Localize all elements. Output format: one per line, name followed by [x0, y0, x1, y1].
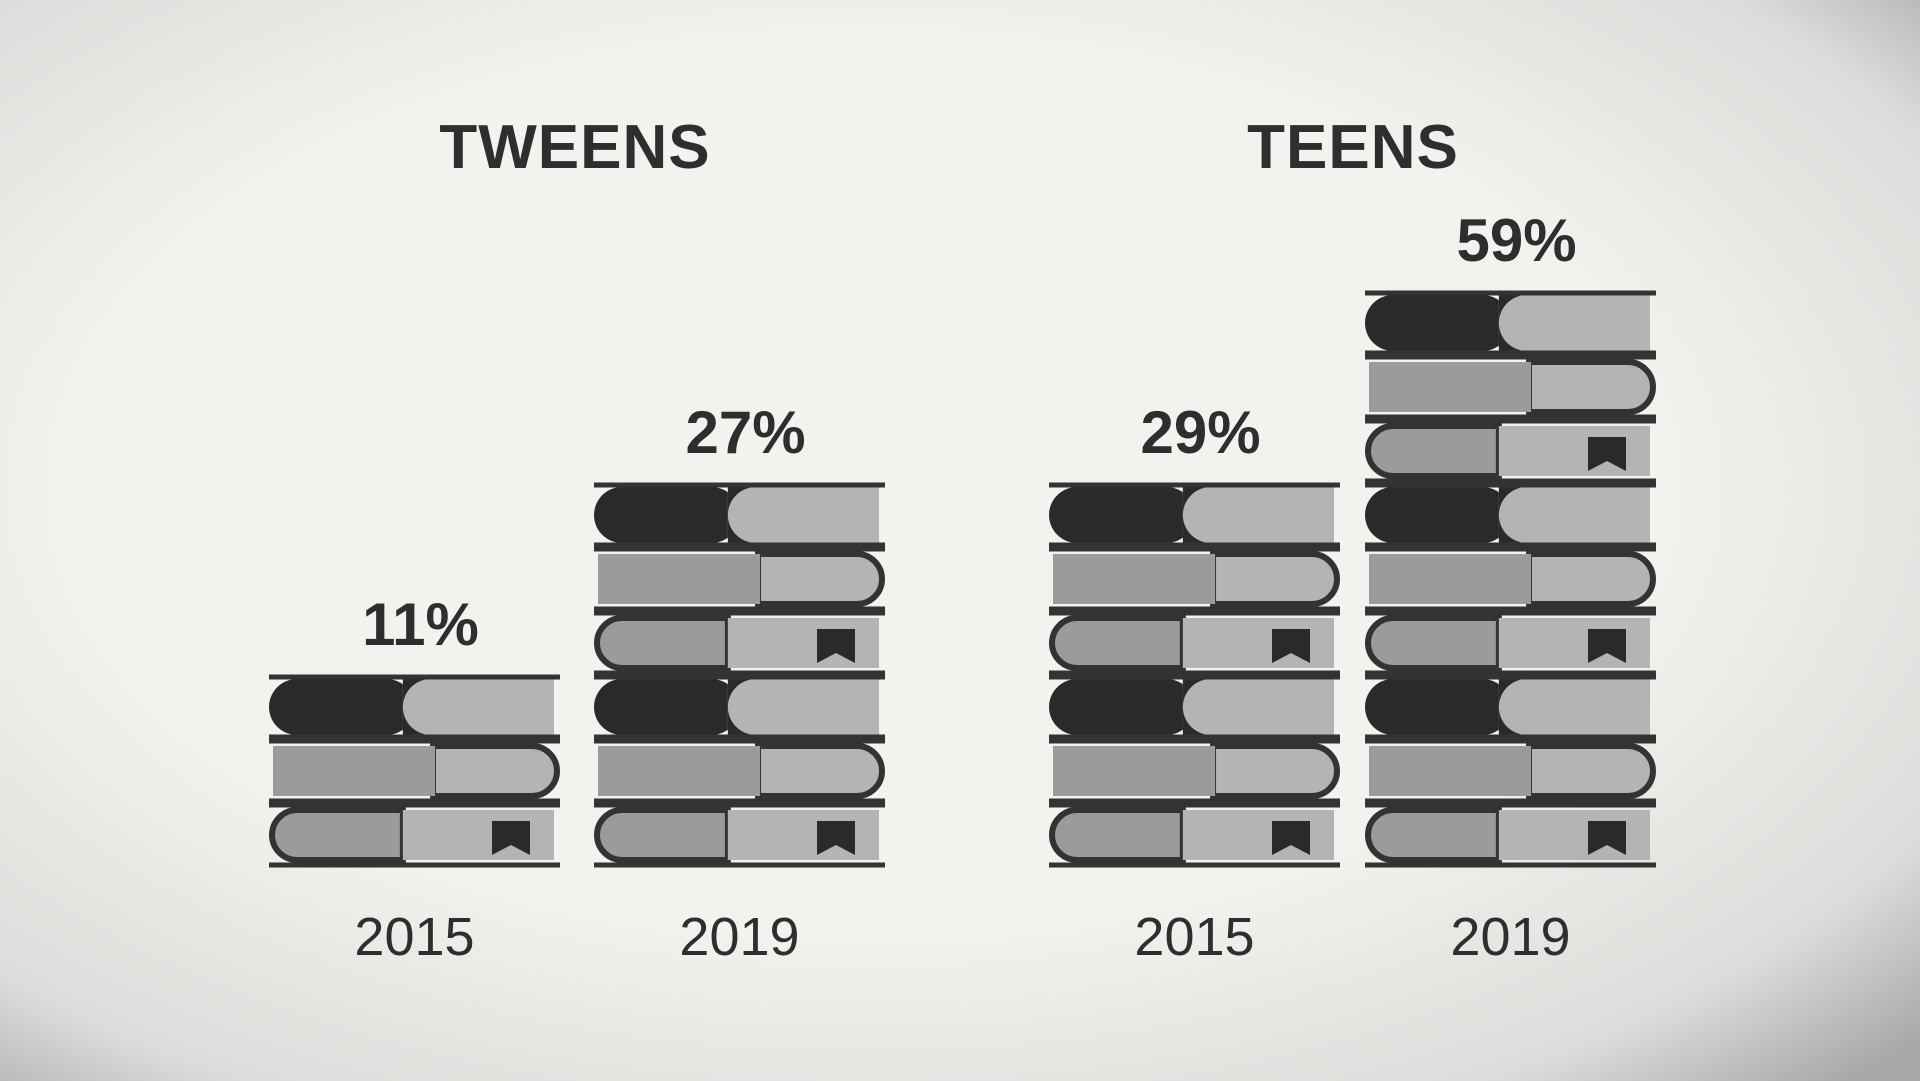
- book-cover: [1498, 426, 1650, 476]
- book-page-curve: [1498, 487, 1650, 543]
- book-stack: [1365, 290, 1656, 868]
- book-page-curve: [402, 679, 554, 735]
- book-cover: [598, 554, 761, 604]
- book-cover: [1526, 551, 1656, 607]
- book: [1049, 802, 1340, 868]
- x-tick-label: 2019: [679, 907, 799, 967]
- book: [269, 674, 560, 740]
- book-cover: [1365, 487, 1511, 543]
- book-cover: [594, 615, 731, 671]
- book-cover: [1369, 746, 1532, 796]
- book-cover: [727, 810, 879, 860]
- book-page-curve: [727, 487, 879, 543]
- book-cover: [1049, 615, 1186, 671]
- book-cover: [269, 679, 415, 735]
- book-page-curve: [1182, 679, 1334, 735]
- bookmark: [1588, 629, 1626, 663]
- book: [1365, 482, 1656, 548]
- book-page-curve: [1182, 487, 1334, 543]
- bookmark: [817, 821, 855, 855]
- book-cover: [594, 679, 740, 735]
- book-stack: [1049, 482, 1340, 868]
- book-cover: [594, 807, 731, 863]
- book: [1365, 738, 1656, 804]
- bookmark: [1588, 821, 1626, 855]
- book: [1365, 674, 1656, 740]
- book-cover: [1182, 810, 1334, 860]
- book-page-curve: [1498, 295, 1650, 351]
- book-cover: [1049, 487, 1195, 543]
- book-cover: [1526, 359, 1656, 415]
- book: [1365, 354, 1656, 420]
- book-cover: [1369, 362, 1532, 412]
- book-cover: [1365, 295, 1511, 351]
- book: [594, 674, 885, 740]
- book: [1049, 482, 1340, 548]
- book: [269, 802, 560, 868]
- book: [594, 738, 885, 804]
- book-cover: [1053, 746, 1216, 796]
- book-stack: [594, 482, 885, 868]
- book: [1365, 290, 1656, 356]
- book-cover: [1210, 551, 1340, 607]
- bookmark: [1272, 629, 1310, 663]
- book: [594, 802, 885, 868]
- book: [269, 738, 560, 804]
- group-title: TWEENS: [439, 113, 710, 182]
- bookmark: [1272, 821, 1310, 855]
- value-label: 29%: [1140, 399, 1260, 466]
- book: [1049, 674, 1340, 740]
- book-cover: [1210, 743, 1340, 799]
- book-cover: [402, 810, 554, 860]
- book-cover: [1369, 554, 1532, 604]
- book-cover: [1498, 810, 1650, 860]
- bookmark: [817, 629, 855, 663]
- book-cover: [727, 618, 879, 668]
- value-label: 27%: [685, 399, 805, 466]
- book: [1365, 610, 1656, 676]
- book-cover: [755, 551, 885, 607]
- book-cover: [755, 743, 885, 799]
- value-label: 59%: [1456, 207, 1576, 274]
- book: [1365, 546, 1656, 612]
- book: [1049, 546, 1340, 612]
- bookmark: [1588, 437, 1626, 471]
- value-label: 11%: [362, 591, 479, 658]
- book-cover: [273, 746, 436, 796]
- book-cover: [1049, 807, 1186, 863]
- book-cover: [269, 807, 406, 863]
- x-tick-label: 2019: [1450, 907, 1570, 967]
- book: [1365, 802, 1656, 868]
- book: [594, 610, 885, 676]
- book-cover: [1365, 679, 1511, 735]
- book-page-curve: [727, 679, 879, 735]
- book-cover: [1182, 618, 1334, 668]
- book-cover: [1526, 743, 1656, 799]
- book-cover: [430, 743, 560, 799]
- book-page-curve: [1498, 679, 1650, 735]
- book: [1365, 418, 1656, 484]
- bookmark: [492, 821, 530, 855]
- book: [594, 546, 885, 612]
- book-stack: [269, 674, 560, 868]
- book-cover: [1365, 807, 1502, 863]
- book: [1049, 610, 1340, 676]
- book: [594, 482, 885, 548]
- book-cover: [594, 487, 740, 543]
- book-cover: [1365, 615, 1502, 671]
- book-cover: [598, 746, 761, 796]
- book: [1049, 738, 1340, 804]
- book-cover: [1049, 679, 1195, 735]
- book-cover: [1498, 618, 1650, 668]
- x-tick-label: 2015: [1134, 907, 1254, 967]
- book-cover: [1365, 423, 1502, 479]
- group-title: TEENS: [1247, 113, 1459, 182]
- book-cover: [1053, 554, 1216, 604]
- x-tick-label: 2015: [354, 907, 474, 967]
